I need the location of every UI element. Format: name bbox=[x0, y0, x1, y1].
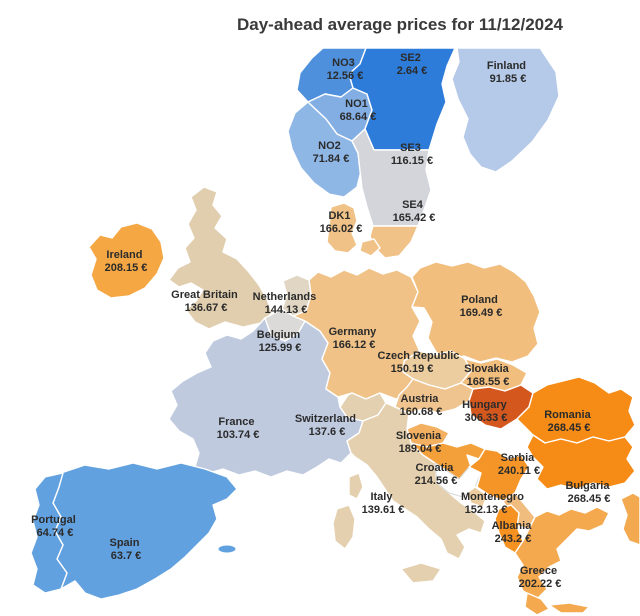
label-se2: SE2 2.64 € bbox=[397, 52, 428, 77]
label-germany: Germany 166.12 € bbox=[329, 326, 380, 351]
label-greece: Greece 202.22 € bbox=[519, 565, 562, 590]
label-slovakia: Slovakia 168.55 € bbox=[464, 363, 512, 388]
label-austria: Austria 160.68 € bbox=[400, 393, 443, 418]
country-netherlands-shape[interactable] bbox=[281, 274, 312, 317]
country-bosnia-shape-no-data bbox=[434, 462, 482, 498]
label-bulgaria: Bulgaria 268.45 € bbox=[565, 480, 612, 505]
label-serbia: Serbia 240.11 € bbox=[498, 452, 540, 477]
crete-island-shape bbox=[548, 602, 590, 614]
label-france: France 103.74 € bbox=[217, 416, 260, 441]
country-dk1-island-shape bbox=[359, 238, 381, 257]
country-montenegro-shape[interactable] bbox=[466, 486, 488, 508]
country-belgium-shape[interactable] bbox=[264, 308, 306, 342]
label-se3: SE3 116.15 € bbox=[391, 142, 433, 167]
label-albania: Albania 243.2 € bbox=[492, 520, 535, 545]
country-spain-shape[interactable] bbox=[52, 462, 238, 600]
label-portugal: Portugal 64.74 € bbox=[31, 514, 79, 539]
label-croatia: Croatia 214.56 € bbox=[415, 462, 458, 487]
label-czech-republic: Czech Republic 150.19 € bbox=[378, 350, 463, 375]
east-edge-unlabeled-shape bbox=[620, 492, 640, 546]
corsica-island-shape bbox=[348, 472, 364, 500]
label-italy: Italy 139.61 € bbox=[362, 491, 405, 516]
label-no3: NO3 12.56 € bbox=[327, 57, 364, 82]
page-title: Day-ahead average prices for 11/12/2024 bbox=[237, 15, 564, 34]
label-great-britain: Great Britain 136.67 € bbox=[171, 289, 241, 314]
label-se4: SE4 165.42 € bbox=[393, 199, 436, 224]
country-ireland-shape[interactable] bbox=[88, 222, 165, 299]
label-dk1: DK1 166.02 € bbox=[320, 210, 363, 235]
country-great-britain-shape[interactable] bbox=[168, 186, 273, 330]
label-hungary: Hungary 306.33 € bbox=[462, 399, 510, 424]
label-spain: Spain 63.7 € bbox=[109, 537, 142, 562]
label-ireland: Ireland 208.15 € bbox=[105, 249, 148, 274]
label-finland: Finland 91.85 € bbox=[487, 60, 529, 85]
country-portugal-shape[interactable] bbox=[30, 472, 68, 594]
country-austria-shape[interactable] bbox=[394, 378, 474, 414]
peloponnese-shape bbox=[524, 592, 550, 616]
label-slovenia: Slovenia 189.04 € bbox=[396, 430, 444, 455]
label-poland: Poland 169.49 € bbox=[460, 294, 503, 319]
country-se3-shape[interactable] bbox=[351, 128, 432, 227]
country-italy-shape[interactable] bbox=[346, 402, 486, 560]
label-montenegro: Montenegro 152.13 € bbox=[461, 491, 527, 516]
label-switzerland: Switzerland 137.6 € bbox=[295, 413, 359, 438]
label-netherlands: Netherlands 144.13 € bbox=[253, 291, 320, 316]
map-labels: NO3 12.56 € SE2 2.64 € Finland 91.85 € N… bbox=[31, 52, 612, 590]
label-no2: NO2 71.84 € bbox=[313, 140, 350, 165]
country-switzerland-shape[interactable] bbox=[339, 392, 387, 422]
sicily-island-shape bbox=[400, 562, 442, 584]
balearic-islands-shape bbox=[217, 544, 237, 554]
label-romania: Romania 268.45 € bbox=[544, 409, 594, 434]
sardinia-island-shape bbox=[332, 504, 356, 550]
label-no1: NO1 68.64 € bbox=[340, 98, 377, 123]
country-se4-shape[interactable] bbox=[369, 225, 419, 259]
country-no2-shape[interactable] bbox=[287, 101, 362, 198]
country-poland-shape[interactable] bbox=[411, 261, 541, 363]
country-dk1-shape[interactable] bbox=[326, 202, 358, 254]
country-finland-shape[interactable] bbox=[451, 47, 560, 173]
map-shapes bbox=[30, 47, 640, 616]
label-belgium: Belgium 125.99 € bbox=[257, 329, 303, 354]
country-bulgaria-shape[interactable] bbox=[526, 434, 636, 490]
